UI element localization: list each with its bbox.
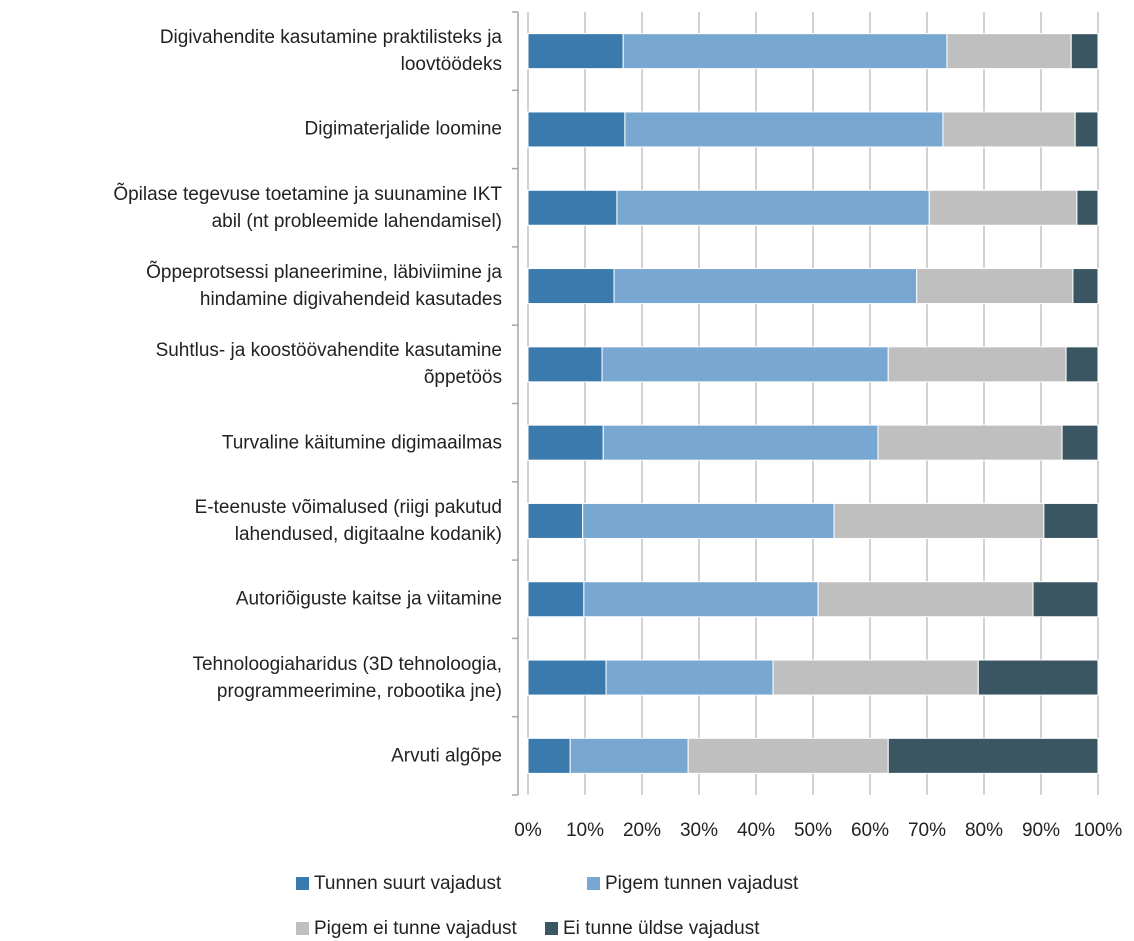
bar-segment [928, 189, 1078, 226]
category-label: Digimaterjalide loomine [304, 118, 502, 140]
bar-segment [527, 737, 571, 774]
bar-segment [527, 581, 585, 618]
bar-segment [1065, 346, 1099, 383]
legend-swatch [587, 877, 600, 890]
bar-segment [601, 346, 889, 383]
bar-segment [1032, 581, 1099, 618]
category-label: Arvuti algõpe [391, 745, 502, 767]
x-tick-label: 60% [851, 820, 889, 841]
legend-label: Tunnen suurt vajadust [314, 873, 502, 894]
bar-segment [1076, 189, 1099, 226]
bar-segment [622, 33, 948, 70]
bar-segment [616, 189, 930, 226]
bar-segment [527, 424, 604, 461]
x-tick-label: 30% [680, 820, 718, 841]
legend-swatch [296, 922, 309, 935]
bar-segment [602, 424, 879, 461]
legend-swatch [545, 922, 558, 935]
category-label: Digivahendite kasutamine praktilisteks j… [159, 27, 502, 76]
x-tick-label: 70% [908, 820, 946, 841]
bar-segment [527, 346, 603, 383]
bar-segment [527, 111, 626, 148]
bar-segment [1074, 111, 1099, 148]
x-tick-label: 40% [737, 820, 775, 841]
legend-label: Pigem tunnen vajadust [605, 873, 799, 894]
bar-segment [1072, 268, 1099, 305]
bar-segment [527, 189, 618, 226]
bar-segment [1061, 424, 1099, 461]
x-tick-label: 20% [623, 820, 661, 841]
x-tick-label: 0% [514, 820, 542, 841]
category-label: Õppeprotsessi planeerimine, läbiviimine … [146, 262, 502, 311]
bar-segment [977, 659, 1099, 696]
bar-segment [605, 659, 774, 696]
bar-segment [582, 502, 835, 539]
bar-segment [817, 581, 1034, 618]
category-label: Turvaline käitumine digimaailmas [221, 432, 502, 454]
bar-segment [887, 737, 1099, 774]
category-label: Suhtlus- ja koostöövahendite kasutamine … [155, 340, 502, 389]
bar-segment [624, 111, 944, 148]
category-label: E-teenuste võimalused (riigi pakutud lah… [194, 496, 502, 545]
category-label: Autoriõiguste kaitse ja viitamine [235, 588, 502, 610]
legend-label: Pigem ei tunne vajadust [314, 918, 518, 939]
x-tick-label: 100% [1074, 820, 1123, 841]
bar-segment [1070, 33, 1099, 70]
x-tick-label: 90% [1022, 820, 1060, 841]
bar-segment [527, 33, 624, 70]
bar-segment [527, 502, 584, 539]
legend-label: Ei tunne üldse vajadust [563, 918, 760, 939]
category-label: Tehnoloogiaharidus (3D tehnoloogia, prog… [192, 653, 502, 702]
bar-segment [583, 581, 819, 618]
bar-segment [527, 659, 607, 696]
bar-segment [887, 346, 1067, 383]
x-tick-label: 80% [965, 820, 1003, 841]
category-label: Õpilase tegevuse toetamine ja suunamine … [113, 183, 502, 232]
legend-swatch [296, 877, 309, 890]
bar-segment [687, 737, 889, 774]
bar-segment [613, 268, 918, 305]
x-tick-label: 50% [794, 820, 832, 841]
bar-segment [772, 659, 979, 696]
bar-segment [833, 502, 1045, 539]
bar-segment [569, 737, 689, 774]
bar-segment [527, 268, 615, 305]
bar-segment [946, 33, 1072, 70]
bar-segment [942, 111, 1076, 148]
x-tick-label: 10% [566, 820, 604, 841]
bar-segment [916, 268, 1074, 305]
bar-segment [1043, 502, 1099, 539]
bar-segment [877, 424, 1063, 461]
